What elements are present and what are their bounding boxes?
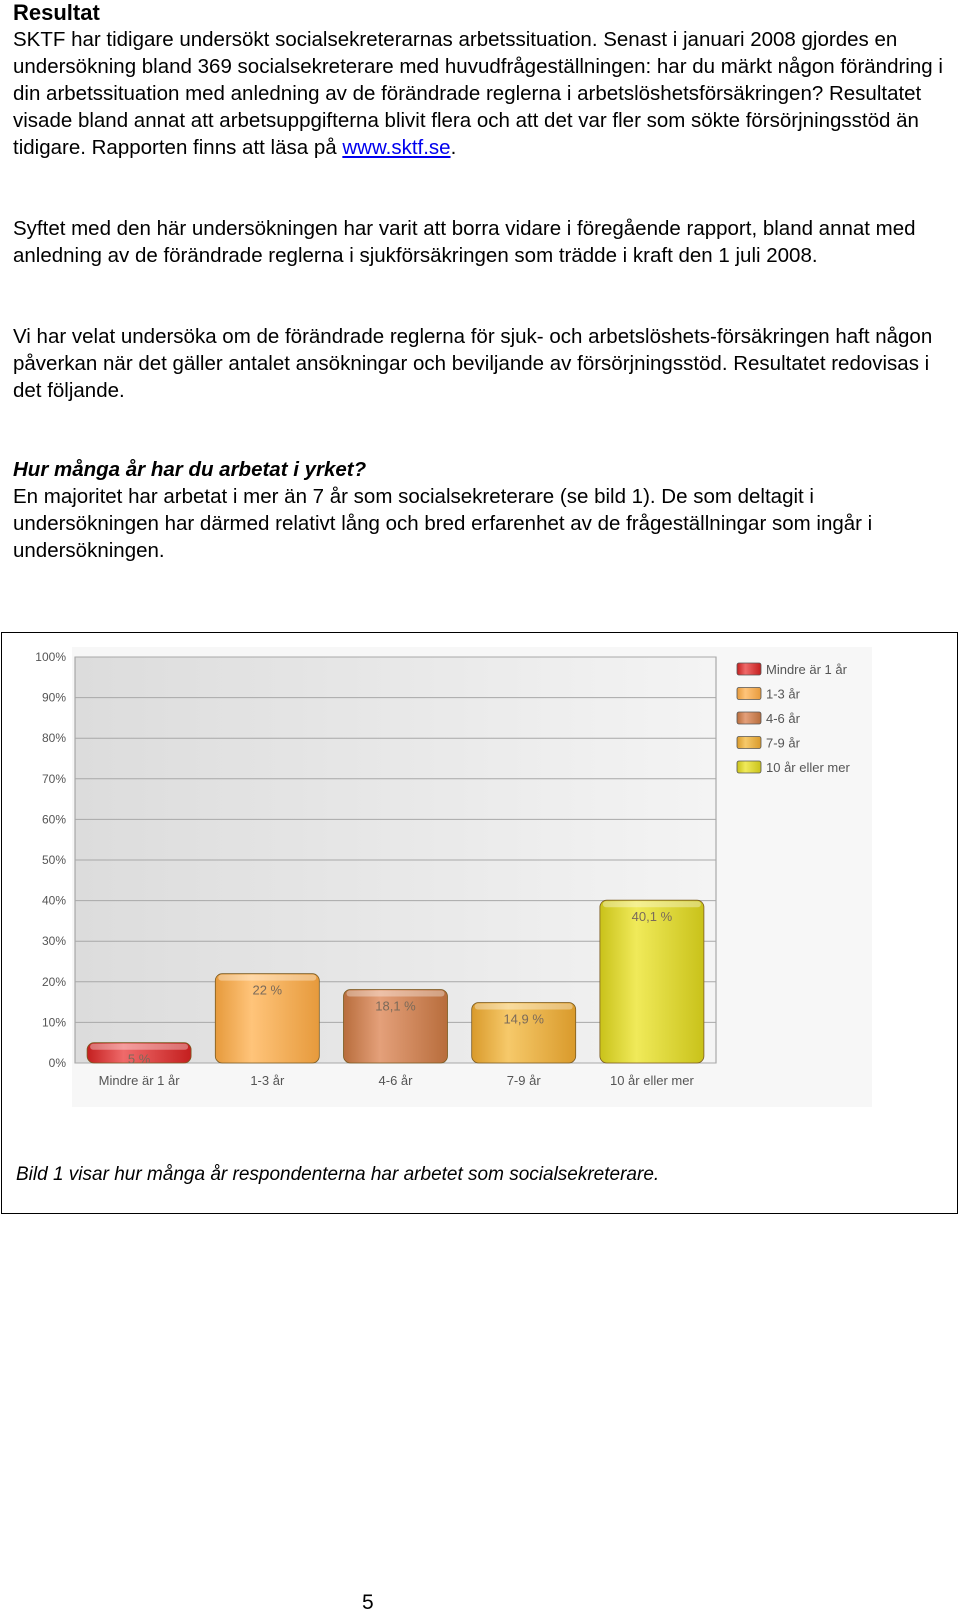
y-tick-label: 30% <box>42 934 66 948</box>
aim-paragraph: Vi har velat undersöka om de förändrade … <box>13 325 933 402</box>
legend-swatch <box>736 760 762 774</box>
bar-value-label: 40,1 % <box>632 909 673 924</box>
y-tick-label: 80% <box>42 731 66 745</box>
y-tick-label: 70% <box>42 772 66 786</box>
legend-label: Mindre är 1 år <box>766 662 848 677</box>
bar-highlight <box>218 974 317 981</box>
figure-caption: Bild 1 visar hur många år respondenterna… <box>16 1164 660 1185</box>
bar-highlight <box>346 990 445 997</box>
page-number: 5 <box>362 1591 374 1614</box>
bar <box>471 1002 577 1064</box>
legend-swatch <box>736 662 762 676</box>
intro-text: SKTF har tidigare undersökt socialsekret… <box>13 28 943 159</box>
section-title: Resultat <box>13 0 100 25</box>
x-tick-label: 7-9 år <box>507 1073 542 1088</box>
legend-label: 7-9 år <box>766 736 801 751</box>
bar-value-label: 22 % <box>252 983 282 998</box>
bar <box>599 899 705 1064</box>
bar <box>343 989 448 1064</box>
bar-chart: 0% 10% 20% 30% 40% 50% 60% 70% 80% 90% 100% 5 % Mind… <box>35 647 872 1107</box>
intro-paragraph: SKTF har tidigare undersökt socialsekret… <box>13 26 948 161</box>
x-tick-label: Mindre är 1 år <box>99 1073 181 1088</box>
bar-highlight <box>602 901 701 908</box>
legend-label: 10 år eller mer <box>766 760 850 775</box>
legend-label: 1-3 år <box>766 687 801 702</box>
sktf-link[interactable]: www.sktf.se <box>342 136 451 159</box>
y-tick-label: 0% <box>49 1056 67 1070</box>
intro-text-end: . <box>450 136 457 159</box>
bar-value-label: 14,9 % <box>503 1012 544 1027</box>
legend-label: 4-6 år <box>766 711 801 726</box>
y-tick-label: 90% <box>42 691 66 705</box>
question-heading: Hur många år har du arbetat i yrket? <box>13 458 367 481</box>
x-tick-label: 4-6 år <box>379 1073 414 1088</box>
bar-highlight <box>474 1003 573 1010</box>
legend-swatch <box>736 687 762 700</box>
x-tick-label: 10 år eller mer <box>610 1073 694 1088</box>
x-tick-label: 1-3 år <box>250 1073 285 1088</box>
figure-box: 0% 10% 20% 30% 40% 50% 60% 70% 80% 90% 100% 5 % Mind… <box>1 632 958 1214</box>
y-tick-label: 100% <box>35 650 66 664</box>
bar <box>214 973 320 1064</box>
y-tick-label: 60% <box>42 812 66 826</box>
y-tick-label: 50% <box>42 853 66 867</box>
purpose-paragraph: Syftet med den här undersökningen har va… <box>13 217 916 267</box>
bar-value-label: 5 % <box>128 1052 151 1067</box>
bar-value-label: 18,1 % <box>375 999 416 1014</box>
answer-paragraph: En majoritet har arbetat i mer än 7 år s… <box>13 485 873 562</box>
bar-highlight <box>90 1043 189 1050</box>
y-tick-label: 40% <box>42 894 66 908</box>
y-tick-label: 20% <box>42 975 66 989</box>
y-tick-label: 10% <box>42 1015 66 1029</box>
bar <box>86 1042 192 1064</box>
legend-swatch <box>736 736 762 749</box>
legend-swatch <box>736 711 762 725</box>
